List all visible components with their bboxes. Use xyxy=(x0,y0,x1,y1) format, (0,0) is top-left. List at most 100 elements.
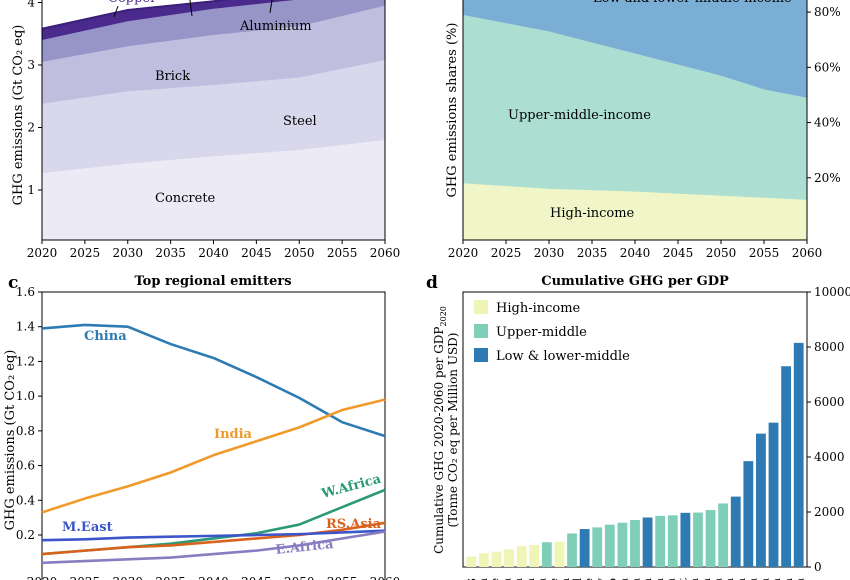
x-tick-label: 2045 xyxy=(663,246,694,260)
bar xyxy=(781,366,792,567)
area-label-brick: Brick xyxy=(155,69,190,84)
aluminium-pointer-2 xyxy=(269,0,273,14)
x-tick-label: 2055 xyxy=(327,575,358,580)
legend-swatch xyxy=(474,348,488,362)
bar xyxy=(604,524,615,567)
x-tick-label: a xyxy=(723,578,736,580)
x-tick-label: a xyxy=(536,578,549,580)
copper-edge-line xyxy=(41,0,228,30)
series-label-meast: M.East xyxy=(62,520,113,535)
y-tick-label: 1.4 xyxy=(16,320,35,334)
x-tick-label: a xyxy=(512,578,525,580)
panel-a-stacked-area: 2020 2025 2030 2035 2040 2045 2050 2055 2060 1 2 3 4… xyxy=(11,0,400,260)
x-tick-label: 2025 xyxy=(491,246,522,260)
legend-label: Upper-middle xyxy=(496,325,587,340)
panel-c-line-chart: c Top regional emitters 0.2 0.4 0.6 0.8 1.0 1.2… xyxy=(3,273,400,580)
share-label-high: High-income xyxy=(550,206,635,221)
x-tick-label: 2045 xyxy=(241,575,272,580)
area-label-steel: Steel xyxy=(283,114,317,129)
x-tick-label: 2025 xyxy=(70,246,101,260)
x-tick-label: a xyxy=(688,578,701,580)
y-tick-label: 2 xyxy=(27,121,35,135)
line-rsasia xyxy=(41,521,386,556)
bar xyxy=(516,546,527,567)
x-tick-label: a xyxy=(641,578,654,580)
bar xyxy=(567,533,577,567)
x-tick-label: 2040 xyxy=(198,246,229,260)
y-axis-title: GHG emissions (Gt CO₂ eq) xyxy=(3,350,18,531)
x-tick-label: e xyxy=(489,578,502,580)
x-tick-label: a xyxy=(500,578,513,580)
x-tick-label: 2035 xyxy=(155,246,186,260)
x-tick-label: 2035 xyxy=(155,575,186,580)
x-tick-label: 2050 xyxy=(284,575,315,580)
bar xyxy=(466,556,477,567)
x-tick-label: S xyxy=(465,578,478,580)
panel-letter-d: d xyxy=(426,273,438,293)
bar xyxy=(630,519,640,567)
y-tick-label: 20% xyxy=(814,171,841,185)
y-tick-label: 2000 xyxy=(814,505,845,519)
y-tick-label: 1 xyxy=(27,183,35,197)
area-label-aluminium: Aluminium xyxy=(239,19,312,34)
x-tick-label: 2040 xyxy=(198,575,229,580)
bar xyxy=(617,522,628,567)
x-tick-label: a xyxy=(735,578,748,580)
y-tick-label: 10000 xyxy=(814,285,850,299)
bar xyxy=(592,527,603,567)
panel-letter-c: c xyxy=(8,273,18,293)
y-axis-title: GHG emissions shares (%) xyxy=(445,23,460,198)
y-tick-label: 0 xyxy=(814,560,822,574)
share-label-low: Low and lower-middle-income xyxy=(593,0,792,6)
series-label-rsasia: RS.Asia xyxy=(326,517,382,532)
x-tick-label: t xyxy=(676,577,689,580)
x-tick-label: a xyxy=(524,578,537,580)
series-label-india: India xyxy=(214,427,253,442)
x-tick-label: 2050 xyxy=(706,246,737,260)
x-tick-label: a xyxy=(653,578,666,580)
y-tick-label: 1.6 xyxy=(16,285,35,299)
bar xyxy=(529,545,540,567)
bar xyxy=(680,512,691,567)
y-tick-label: 0.4 xyxy=(16,493,35,507)
bar xyxy=(579,529,590,567)
bar xyxy=(730,496,741,567)
area-concrete xyxy=(42,140,385,240)
y-tick-label: 60% xyxy=(814,60,841,74)
x-tick-label: a xyxy=(747,578,760,580)
area-label-copper: Copper xyxy=(108,0,157,6)
bar xyxy=(768,422,779,567)
y-tick-label: 0.2 xyxy=(16,528,35,542)
x-tick-label: 2060 xyxy=(792,246,823,260)
line-eafrica xyxy=(41,530,386,565)
x-tick-label: 2030 xyxy=(112,575,143,580)
y-axis-title-line2: (Tonne CO₂ eq per Million USD) xyxy=(446,333,460,528)
x-tick-label: a xyxy=(559,578,572,580)
x-tick-label: a xyxy=(782,578,795,580)
x-tick-label: l xyxy=(571,578,584,580)
line-meast xyxy=(41,529,386,542)
legend-label: High-income xyxy=(496,301,581,316)
x-tick-label: 2020 xyxy=(27,246,58,260)
x-tick-label: a xyxy=(700,578,713,580)
bar xyxy=(554,541,565,567)
panel-d-bar-chart: d Cumulative GHG per GDP 0 2000 4000 6000 8000… xyxy=(426,273,850,580)
bar xyxy=(667,515,678,567)
x-tick-label: o xyxy=(606,578,619,580)
bar xyxy=(743,461,754,567)
series-label-china: China xyxy=(84,329,127,344)
bar xyxy=(793,342,804,567)
y-tick-label: 40% xyxy=(814,116,841,130)
y-tick-label: 4000 xyxy=(814,450,845,464)
chart-title: Top regional emitters xyxy=(134,274,291,289)
bar xyxy=(756,433,766,567)
bar xyxy=(491,551,502,567)
y-tick-label: 0.8 xyxy=(16,424,35,438)
x-tick-label: a xyxy=(712,578,725,580)
x-tick-label: 2020 xyxy=(27,575,58,580)
legend-label: Low & lower-middle xyxy=(496,349,630,364)
y-tick-label: 80% xyxy=(814,5,841,19)
x-tick-label: a xyxy=(665,578,678,580)
y-axis-title-subscript: 2020 xyxy=(439,306,448,326)
